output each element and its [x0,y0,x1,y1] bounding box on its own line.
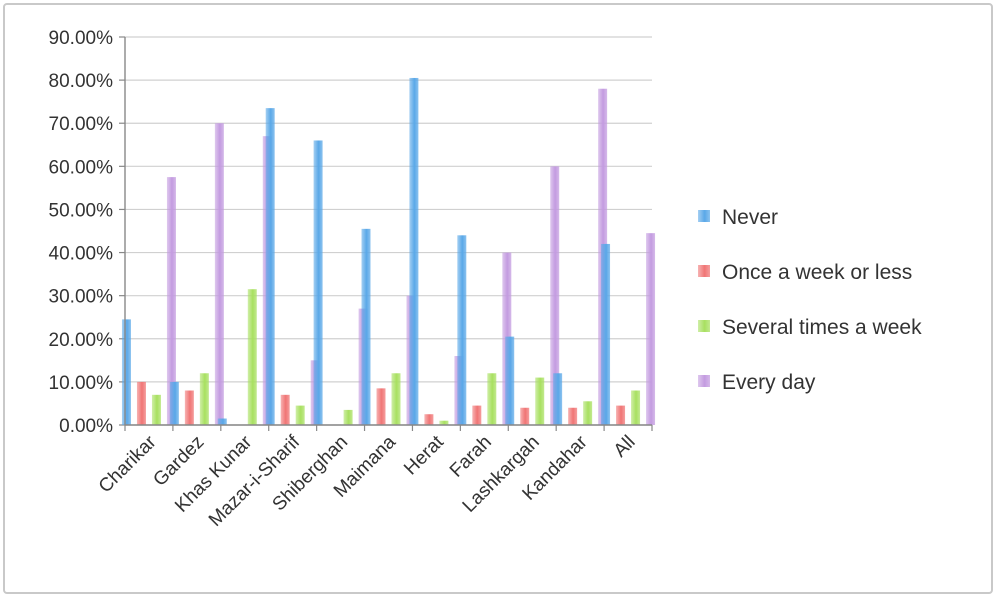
gridlines [119,36,652,426]
bar-several-times-a-week-lashkargah [535,377,545,425]
x-tick-label: All [610,432,640,462]
x-tick-label: Herat [400,431,448,479]
bar-once-a-week-or-less-charikar [136,381,146,425]
y-tick-label: 30.00% [49,287,114,308]
bar-once-a-week-or-less-gardez [184,390,194,425]
bar-every-day-gardez [214,123,224,425]
y-tick-label: 50.00% [49,200,114,221]
bar-never-charikar [121,319,131,425]
y-axis-tick-labels: 0.00% 10.00% 20.00% 30.00% 40.00% 50.00% 60.00… [49,28,114,437]
bar-several-times-a-week-maimana [391,373,401,425]
bar-once-a-week-or-less-maimana [376,388,386,425]
bar-never-gardez [169,381,179,425]
axes [124,37,653,431]
bar-several-times-a-week-herat [439,420,449,425]
bar-several-times-a-week-gardez [199,373,209,425]
bars [121,77,656,426]
bar-never-khas-kunar [217,418,227,425]
bar-never-mazar-i-sharif [265,108,275,425]
bar-several-times-a-week-mazar-i-sharif [295,405,305,425]
legend: Never Once a week or less Several times a … [698,206,922,394]
y-tick-label: 70.00% [49,114,114,135]
legend-swatch [698,265,710,277]
bar-every-day-all [646,233,656,425]
bar-several-times-a-week-farah [487,373,497,425]
y-tick-label: 0.00% [59,416,113,437]
y-tick-label: 60.00% [49,157,114,178]
legend-swatch [698,320,710,332]
bar-never-all [601,243,611,425]
y-tick-label: 90.00% [49,28,114,49]
bar-several-times-a-week-charikar [151,394,161,425]
x-tick-label: Charikar [95,431,161,497]
y-tick-label: 80.00% [49,71,114,92]
legend-swatch [698,210,710,222]
legend-label: Several times a week [722,316,922,339]
bar-never-herat [409,77,419,425]
bar-once-a-week-or-less-herat [424,414,434,425]
bar-once-a-week-or-less-mazar-i-sharif [280,394,290,425]
bar-never-farah [457,235,467,425]
bar-several-times-a-week-shiberghan [343,409,353,425]
bar-several-times-a-week-khas-kunar [247,289,257,425]
y-tick-label: 40.00% [49,244,114,265]
bar-never-shiberghan [313,140,323,425]
legend-swatch [698,375,710,387]
bar-several-times-a-week-all [631,390,641,425]
bar-never-lashkargah [505,336,515,425]
y-tick-label: 10.00% [49,373,114,394]
bar-once-a-week-or-less-all [616,405,626,425]
legend-label: Once a week or less [722,261,912,284]
bar-once-a-week-or-less-farah [472,405,482,425]
y-tick-label: 20.00% [49,330,114,351]
bar-never-kandahar [553,373,563,425]
bar-several-times-a-week-kandahar [583,401,593,425]
bar-never-maimana [361,228,371,425]
bar-every-day-lashkargah [550,166,560,426]
bar-once-a-week-or-less-lashkargah [520,407,530,425]
bar-once-a-week-or-less-kandahar [568,407,578,425]
bar-every-day-charikar [166,177,176,425]
legend-label: Every day [722,371,816,394]
legend-label: Never [722,206,778,229]
